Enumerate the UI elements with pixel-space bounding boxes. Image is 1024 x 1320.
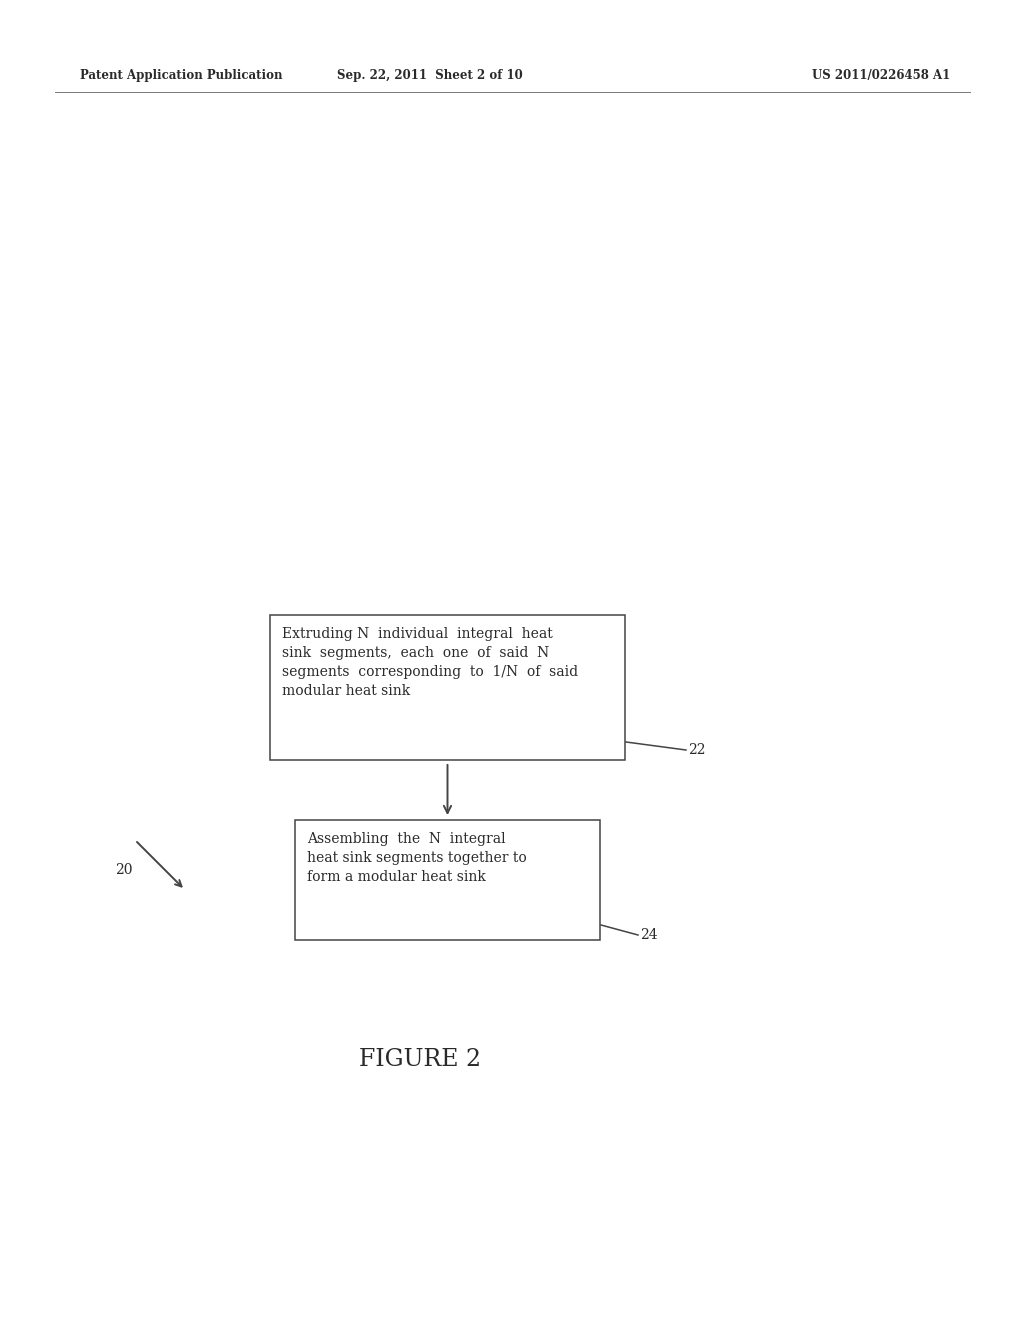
Text: 20: 20 <box>115 863 132 876</box>
Text: heat sink segments together to: heat sink segments together to <box>307 851 526 865</box>
Text: Extruding N  individual  integral  heat: Extruding N individual integral heat <box>282 627 553 642</box>
Bar <box>295 820 600 940</box>
Text: 22: 22 <box>688 743 706 756</box>
Text: sink  segments,  each  one  of  said  N: sink segments, each one of said N <box>282 645 549 660</box>
Text: Patent Application Publication: Patent Application Publication <box>80 69 283 82</box>
Text: segments  corresponding  to  1/N  of  said: segments corresponding to 1/N of said <box>282 665 579 678</box>
Text: US 2011/0226458 A1: US 2011/0226458 A1 <box>812 69 950 82</box>
Text: form a modular heat sink: form a modular heat sink <box>307 870 485 884</box>
Text: 24: 24 <box>640 928 657 942</box>
Bar <box>270 615 625 760</box>
Text: modular heat sink: modular heat sink <box>282 684 411 698</box>
Text: FIGURE 2: FIGURE 2 <box>359 1048 481 1072</box>
Text: Sep. 22, 2011  Sheet 2 of 10: Sep. 22, 2011 Sheet 2 of 10 <box>337 69 523 82</box>
Text: Assembling  the  N  integral: Assembling the N integral <box>307 832 506 846</box>
